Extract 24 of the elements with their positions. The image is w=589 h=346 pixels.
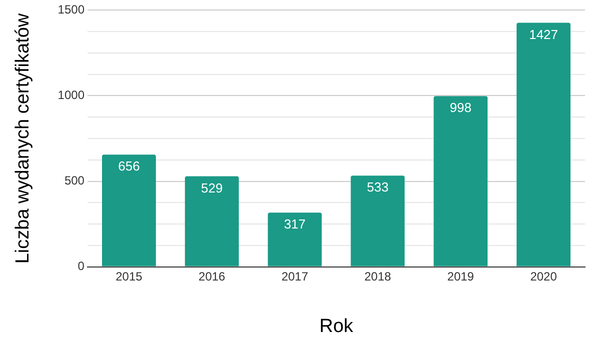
y-tick-label: 500 bbox=[64, 174, 85, 188]
y-tick-label: 1000 bbox=[58, 88, 85, 102]
data-label: 317 bbox=[284, 216, 306, 232]
x-tick-label: 2015 bbox=[116, 269, 143, 284]
bar bbox=[350, 176, 405, 266]
x-tick-label: 2018 bbox=[364, 269, 392, 284]
x-tick-label: 2020 bbox=[530, 269, 558, 284]
bar bbox=[102, 154, 156, 266]
data-label: 656 bbox=[118, 158, 140, 174]
y-axis-title: Liczba wydanych certyfikatów bbox=[12, 13, 34, 264]
data-label: 1427 bbox=[529, 26, 558, 42]
bar bbox=[268, 212, 322, 266]
y-tick-label: 0 bbox=[78, 259, 85, 274]
bar bbox=[184, 176, 239, 266]
data-label: 533 bbox=[366, 180, 389, 195]
y-tick-label: 1500 bbox=[58, 2, 85, 17]
data-label: 529 bbox=[201, 180, 223, 196]
bar bbox=[516, 22, 570, 266]
x-tick-label: 2016 bbox=[198, 269, 226, 284]
x-axis-title: Rok bbox=[319, 316, 354, 337]
bar bbox=[434, 96, 488, 266]
data-label: 998 bbox=[450, 100, 472, 116]
x-tick-label: 2017 bbox=[281, 269, 308, 284]
x-tick-label: 2019 bbox=[447, 269, 474, 284]
